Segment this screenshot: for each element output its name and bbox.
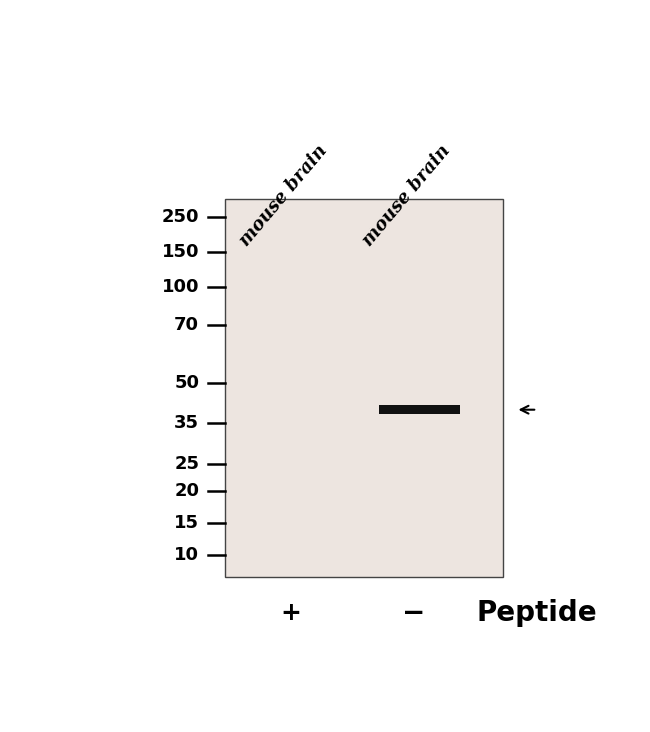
Text: 250: 250 <box>162 208 199 226</box>
Bar <box>226 200 502 577</box>
Text: mouse brain: mouse brain <box>359 142 454 250</box>
Text: 35: 35 <box>174 414 199 432</box>
Text: 100: 100 <box>162 277 199 296</box>
Bar <box>380 405 460 414</box>
Text: 70: 70 <box>174 316 199 334</box>
Text: 25: 25 <box>174 455 199 473</box>
Text: Peptide: Peptide <box>477 599 597 627</box>
Text: 10: 10 <box>174 546 199 564</box>
Text: 50: 50 <box>174 374 199 392</box>
Text: 150: 150 <box>162 243 199 261</box>
Text: mouse brain: mouse brain <box>237 142 332 250</box>
Text: +: + <box>280 601 301 625</box>
Text: 15: 15 <box>174 514 199 532</box>
Text: 20: 20 <box>174 482 199 500</box>
Text: −: − <box>402 599 426 627</box>
